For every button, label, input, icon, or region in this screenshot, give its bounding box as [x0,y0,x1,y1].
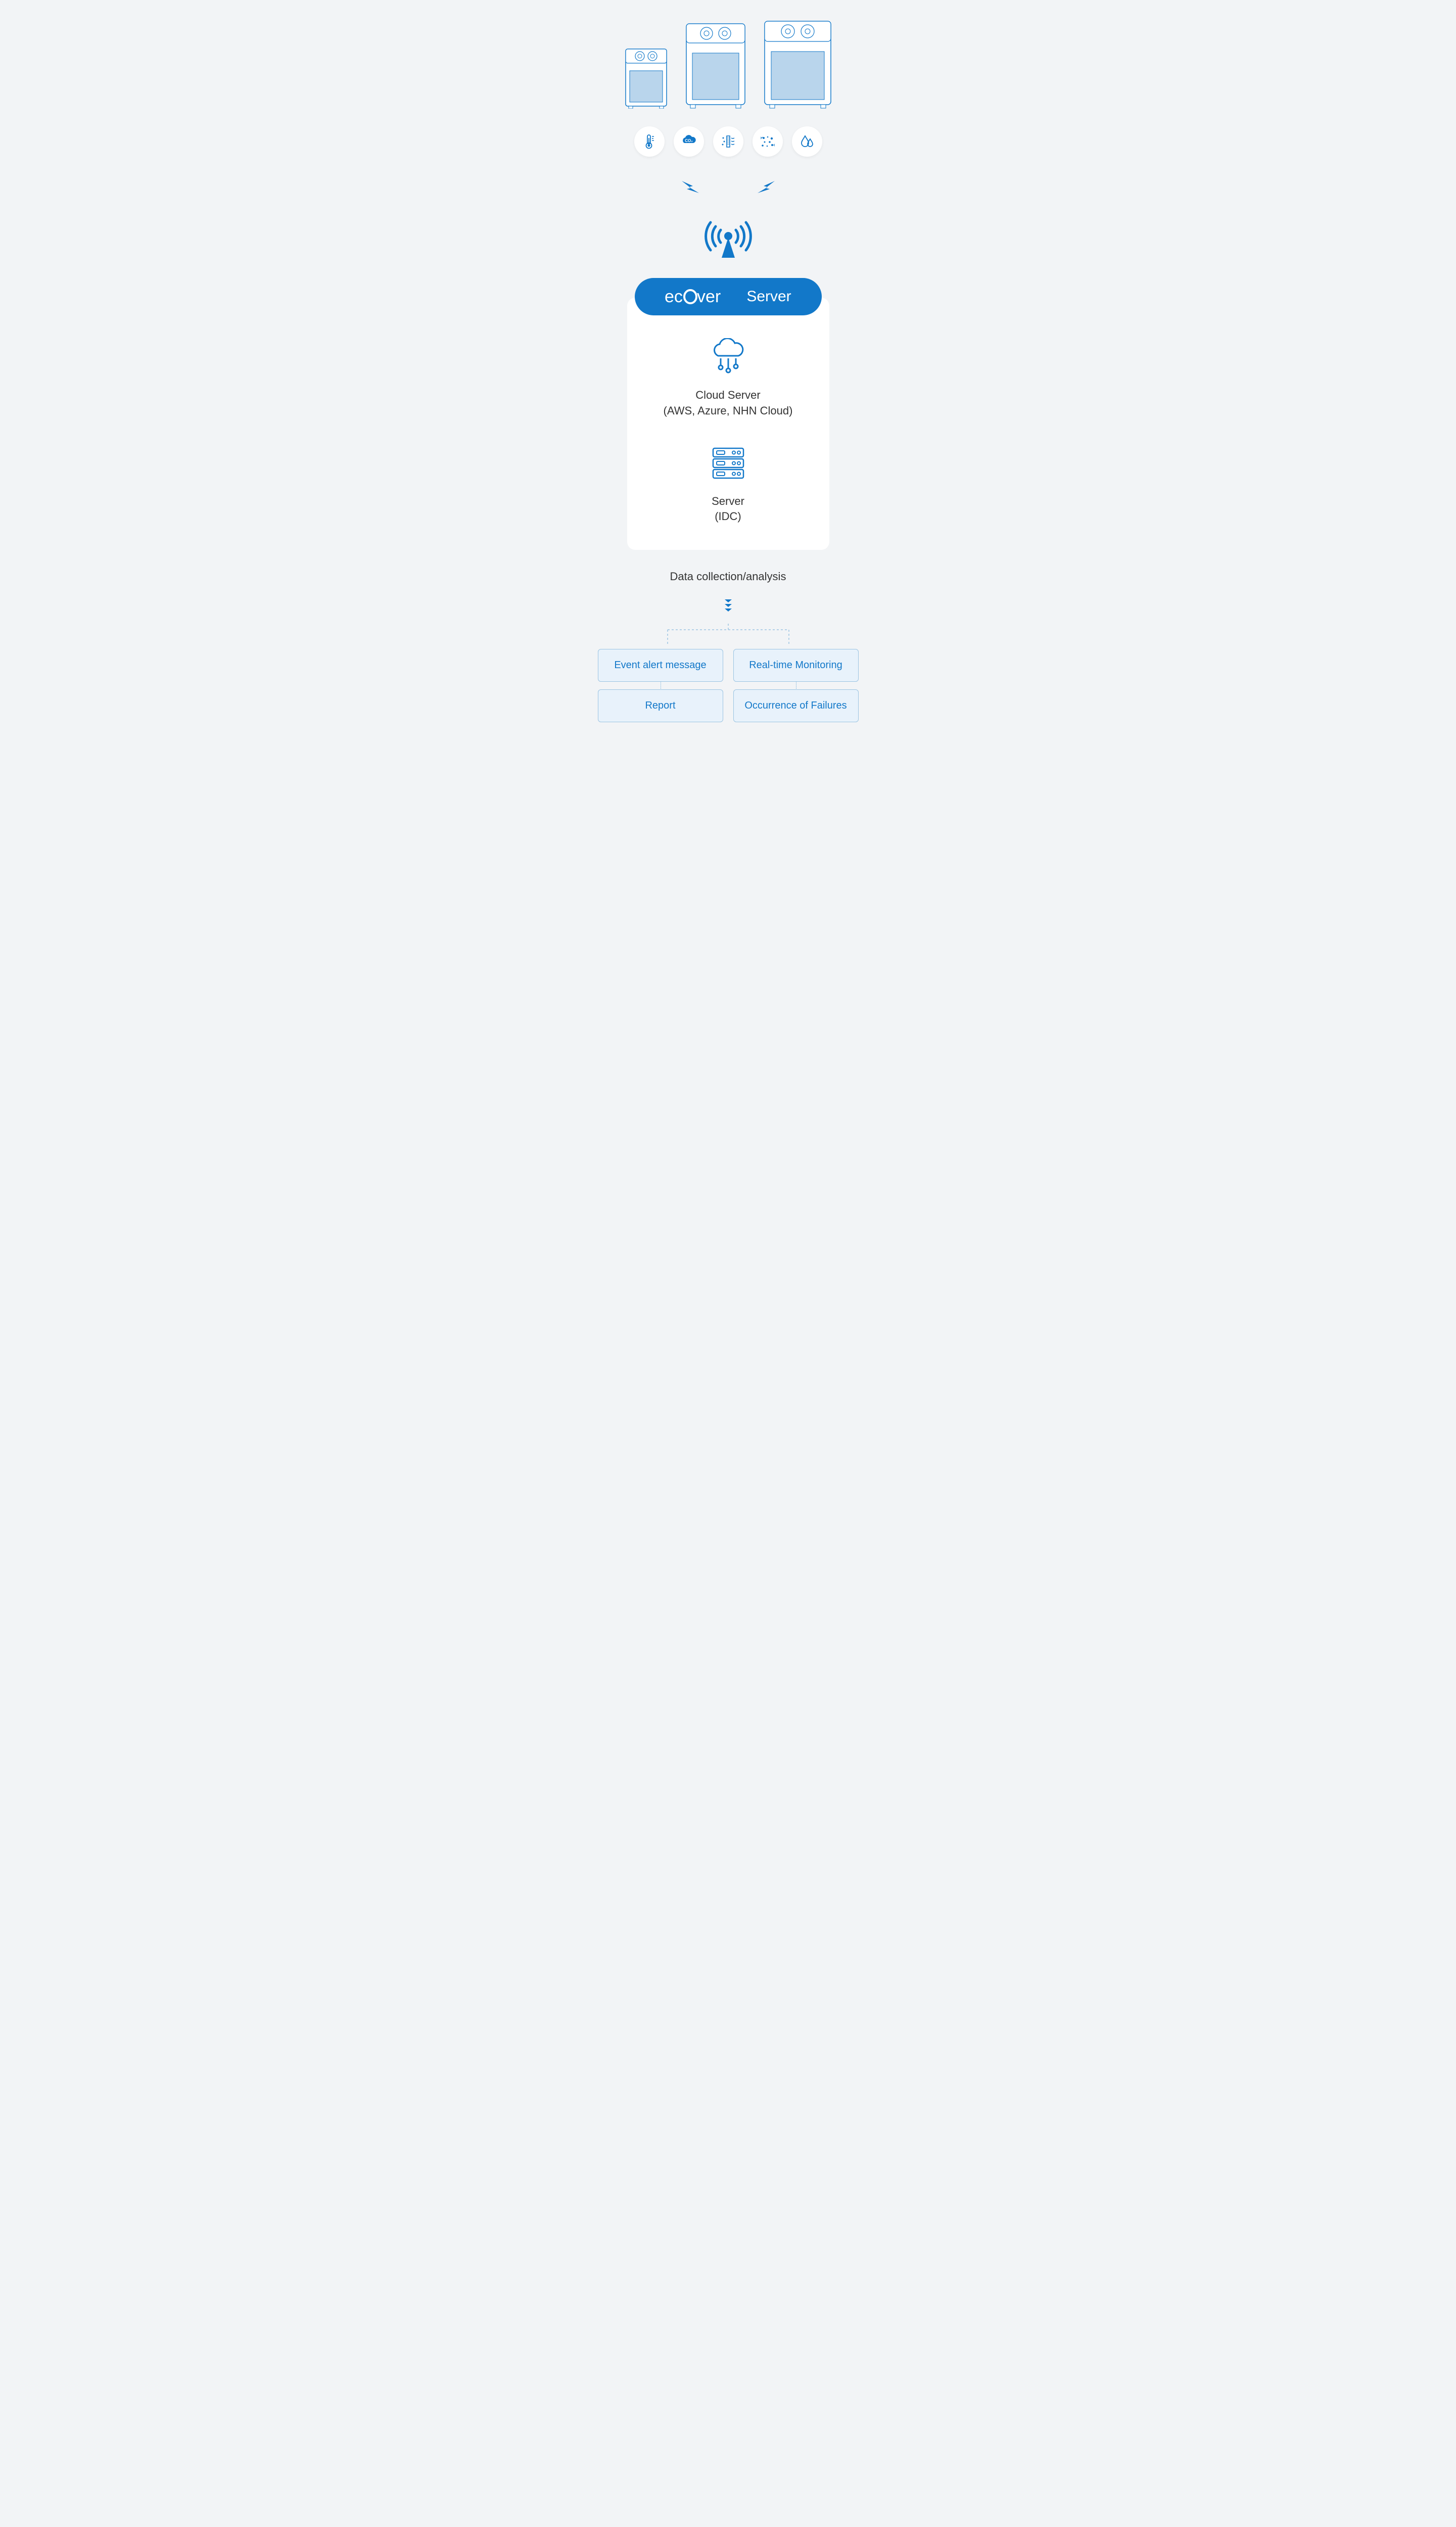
bolt-right-icon [754,177,779,197]
cloud-line1: Cloud Server [642,388,814,403]
output-failures: Occurrence of Failures [733,689,859,722]
outputs-grid: Event alert message Real-time Monitoring… [593,649,864,722]
server-pill: ec ver Server [635,278,822,315]
idc-server-label: Server (IDC) [642,494,814,525]
device-small [625,48,668,111]
antenna-row [593,212,864,263]
device-large [764,20,832,111]
server-rack-icon [706,444,751,482]
output-failures-label: Occurrence of Failures [744,700,847,711]
cloud-server-label: Cloud Server (AWS, Azure, NHN Cloud) [642,388,814,419]
lightning-bolts [593,177,864,197]
bolt-left-icon [678,177,703,197]
server-box: Cloud Server (AWS, Azure, NHN Cloud) Ser… [627,298,829,550]
data-collection-label: Data collection/analysis [593,570,864,583]
svg-text:ec: ec [665,287,683,306]
idc-server-item: Server (IDC) [642,444,814,525]
svg-text:CO₂: CO₂ [685,138,693,143]
device-medium [685,23,746,111]
svg-text:ver: ver [697,287,721,306]
ecover-logo: ec ver [665,287,740,306]
filter-icon [713,126,743,157]
antenna-icon [700,212,756,263]
sensors-row: CO₂ [593,126,864,157]
output-realtime-label: Real-time Monitoring [749,660,842,671]
output-event-alert-label: Event alert message [614,660,706,671]
down-arrows-icon [593,598,864,614]
devices-row [593,20,864,111]
output-report-label: Report [645,700,675,711]
cloud-server-item: Cloud Server (AWS, Azure, NHN Cloud) [642,338,814,419]
cloud-server-icon [706,338,751,376]
temperature-icon [634,126,665,157]
cloud-line2: (AWS, Azure, NHN Cloud) [642,403,814,419]
output-event-alert: Event alert message [598,649,723,682]
co2-icon: CO₂ [674,126,704,157]
server-pill-label: Server [746,288,791,305]
output-report: Report [598,689,723,722]
output-realtime-monitoring: Real-time Monitoring [733,649,859,682]
dashed-branch [663,624,794,644]
idc-line2: (IDC) [642,509,814,525]
idc-line1: Server [642,494,814,509]
humidity-icon [792,126,822,157]
particle-icon [753,126,783,157]
